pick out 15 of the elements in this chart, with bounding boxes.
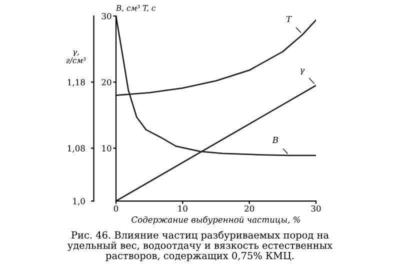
text: Рис. 46. Влияние частиц разбуриваемых пород на удельный вес, водоотдачу и вязкость естественных растворов, содержащих 0,75% КМЦ. [68,230,332,262]
y2-tick-label: 20 [102,79,112,86]
y2-tick-label: 10 [102,145,112,152]
x-axis-title: Содержание выбуренной частицы, % [132,216,300,224]
series-label: B [272,136,278,143]
y2-tick-label: 30 [102,13,112,20]
x-tick-label: 0 [114,205,118,212]
y-tick-label: 1,08 [68,145,85,152]
y-tick-label: 1,18 [68,79,85,86]
y-tick-label: 1,0 [73,198,85,206]
series-label: γ [300,68,305,75]
series-label: T [286,16,292,22]
x-tick-label: 10 [178,205,188,212]
x-tick-label: 30 [311,205,321,212]
x-tick-label: 20 [244,205,254,212]
